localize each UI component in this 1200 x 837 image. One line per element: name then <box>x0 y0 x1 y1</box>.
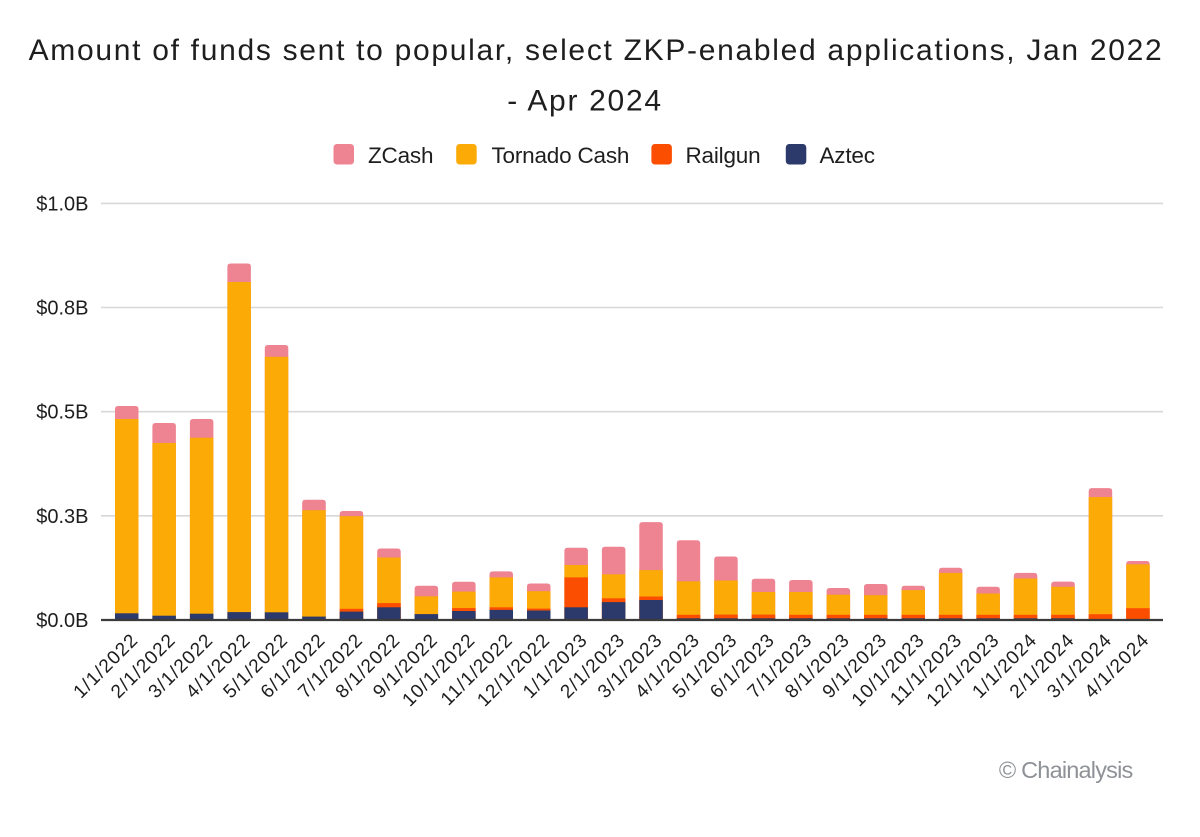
svg-text:Aztec: Aztec <box>820 143 875 168</box>
svg-text:$0.3B: $0.3B <box>36 506 88 528</box>
svg-text:ZCash: ZCash <box>368 143 433 168</box>
svg-text:- Apr 2024: - Apr 2024 <box>507 85 662 118</box>
svg-text:$1.0B: $1.0B <box>36 193 88 215</box>
svg-text:Railgun: Railgun <box>686 143 761 168</box>
svg-text:Tornado Cash: Tornado Cash <box>492 143 630 168</box>
svg-text:© Chainalysis: © Chainalysis <box>999 757 1133 783</box>
svg-text:$0.0B: $0.0B <box>36 610 88 632</box>
svg-text:$0.5B: $0.5B <box>36 402 88 424</box>
svg-text:$0.8B: $0.8B <box>36 298 88 320</box>
svg-text:Amount of funds sent to popula: Amount of funds sent to popular, select … <box>29 34 1164 67</box>
